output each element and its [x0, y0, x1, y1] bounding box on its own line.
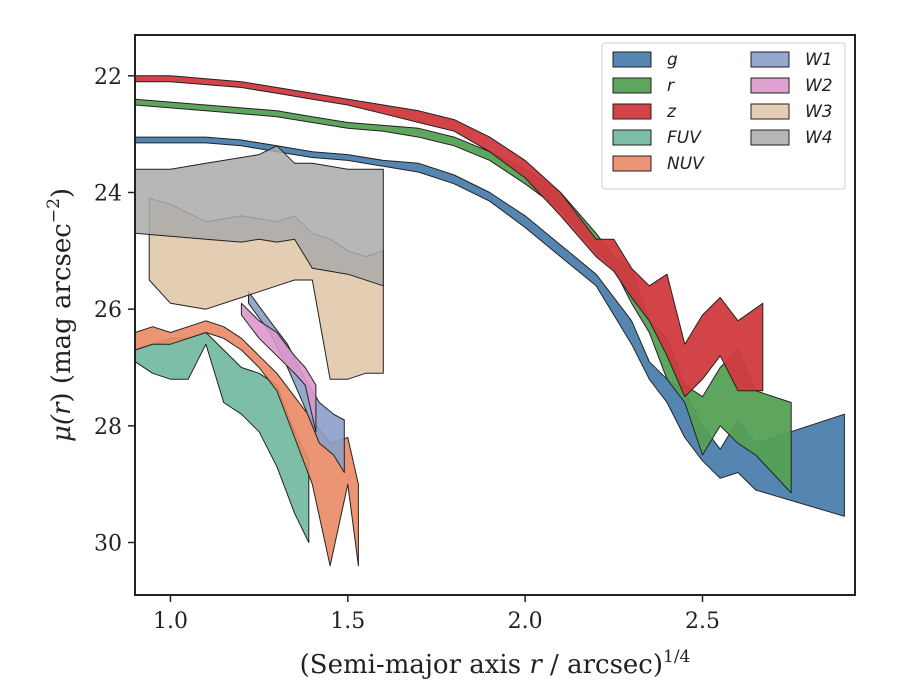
- legend-swatch: [612, 155, 652, 172]
- y-axis-ticks: 22 24 26 28 30: [94, 65, 135, 557]
- legend-item-w4: W4: [750, 128, 833, 148]
- y-tick-label: 28: [94, 415, 122, 440]
- y-axis-label-mid: ) (mag arcsec: [47, 223, 77, 402]
- legend-item-r: r: [612, 76, 675, 96]
- legend-swatch: [750, 103, 790, 120]
- legend-label: z: [666, 102, 677, 122]
- legend-item-z: z: [612, 102, 677, 122]
- legend-item-g: g: [612, 50, 678, 70]
- legend-swatch: [750, 51, 790, 68]
- profile-bands: [134, 75, 845, 567]
- y-tick-label: 26: [94, 298, 122, 323]
- legend-swatch: [612, 129, 652, 146]
- legend-label: W2: [805, 76, 833, 96]
- legend-swatch: [612, 51, 652, 68]
- y-tick-label: 22: [94, 65, 122, 90]
- legend-item-w3: W3: [750, 102, 833, 122]
- band-z: [134, 75, 764, 398]
- x-axis-label-suffix: / arcsec): [542, 650, 663, 680]
- legend-swatch: [750, 77, 790, 94]
- legend-item-w2: W2: [750, 76, 833, 96]
- legend-swatch: [612, 103, 652, 120]
- legend-swatch: [750, 129, 790, 146]
- legend-label: NUV: [667, 154, 705, 174]
- y-axis-label-exponent: −2: [44, 198, 64, 223]
- band-w4: [134, 145, 384, 287]
- legend-label: W4: [805, 128, 833, 148]
- legend-item-w1: W1: [750, 50, 833, 70]
- x-tick-label: 2.5: [685, 609, 720, 634]
- y-axis-label: μ(r) (mag arcsec−2): [44, 188, 77, 442]
- legend-item-nuv: NUV: [612, 154, 705, 174]
- x-axis-ticks: 1.0 1.5 2.0 2.5: [153, 595, 720, 634]
- legend-label: W3: [805, 102, 833, 122]
- x-axis-label-var: r: [529, 650, 543, 680]
- legend: grz FUV NUV W1 W2 W3 W4: [601, 42, 846, 190]
- y-axis-label-var: r: [47, 401, 77, 415]
- band-fuv: [134, 332, 310, 543]
- band-r: [134, 98, 792, 494]
- legend-swatch: [612, 77, 652, 94]
- x-tick-label: 1.5: [330, 609, 365, 634]
- legend-label: g: [667, 50, 678, 70]
- legend-label: FUV: [667, 128, 702, 148]
- y-tick-label: 30: [94, 532, 122, 557]
- x-tick-label: 1.0: [153, 609, 188, 634]
- x-axis-label-prefix: (Semi-major axis: [300, 650, 530, 680]
- band-g: [134, 136, 845, 517]
- plot-frame: [134, 34, 856, 596]
- y-axis-label-end: ): [47, 188, 77, 198]
- legend-label: W1: [805, 50, 833, 70]
- legend-label: r: [667, 76, 675, 96]
- y-axis-label-mu: μ(: [47, 414, 77, 442]
- band-w2: [240, 302, 317, 433]
- x-axis-label-exponent: 1/4: [663, 647, 690, 667]
- legend-item-fuv: FUV: [612, 128, 702, 148]
- band-nuv: [134, 320, 359, 567]
- x-axis-label: (Semi-major axis r / arcsec)1/4: [300, 647, 691, 680]
- y-tick-label: 24: [94, 182, 122, 207]
- x-tick-label: 2.0: [508, 609, 543, 634]
